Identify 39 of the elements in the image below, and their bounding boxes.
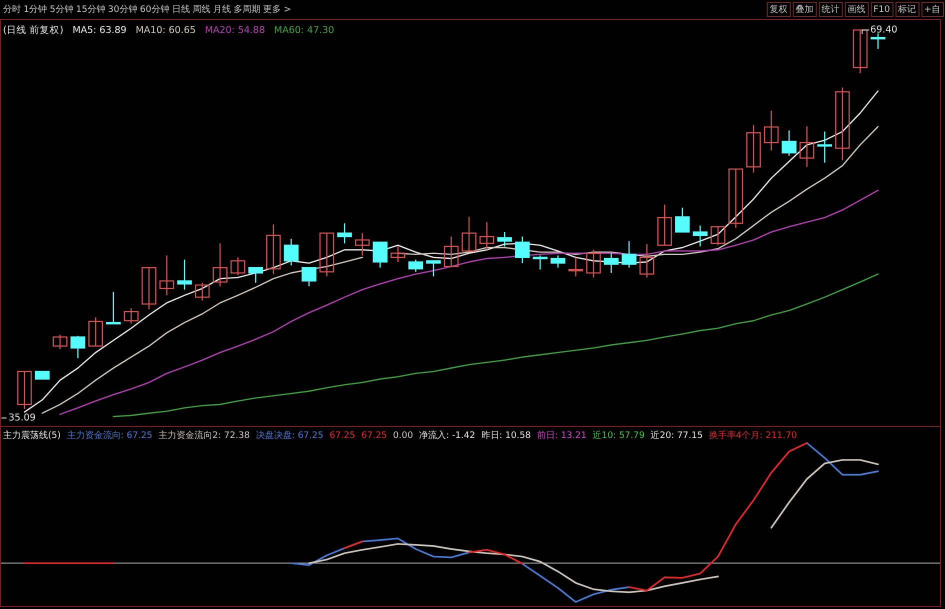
annotation: 69.40 (870, 24, 898, 36)
button: 叠加 (792, 2, 817, 17)
note: 近10: 57.79 (592, 431, 645, 441)
series-name: MA5: 63.89 (72, 25, 127, 36)
value-label: 69.40 (862, 24, 898, 36)
note: 67.25 (361, 431, 388, 441)
label: 日线 (172, 5, 190, 15)
note: 前日: 13.21 (536, 431, 587, 441)
button: 标记 (895, 2, 920, 17)
label: 周线 (192, 5, 210, 15)
button: 画线 (844, 2, 869, 17)
label: 30分钟 (108, 5, 138, 15)
note: 换手率4个月: 211.70 (708, 431, 797, 441)
label: 5分钟 (50, 5, 74, 15)
title: 主力震荡线(5) (3, 431, 61, 441)
label: 月线 (212, 5, 231, 15)
series-name: 67.25 (329, 431, 356, 441)
title: (日线 前复权) (3, 25, 64, 36)
button: 统计 (818, 2, 843, 17)
note: 净流入: -1.42 (419, 431, 476, 441)
note: 昨日: 10.58 (481, 431, 531, 441)
button: F10 (870, 2, 894, 17)
label: 60分钟 (140, 5, 170, 15)
label: 15分钟 (76, 5, 106, 15)
label: 多周期 (233, 5, 260, 15)
note: 0.00 (393, 431, 414, 441)
label: 更多 > (262, 5, 292, 15)
series-name: 主力资金流向2: 72.38 (158, 431, 250, 441)
label: 分时 (3, 5, 21, 15)
button: +自 (921, 2, 944, 17)
label: 1分钟 (24, 5, 48, 15)
note: 近20: 77.15 (650, 431, 703, 441)
series-name: MA60: 47.30 (274, 25, 334, 36)
series-name: MA10: 60.65 (136, 25, 196, 36)
value-label: 35.09 (1, 412, 36, 424)
series-name: MA20: 54.88 (204, 25, 266, 36)
button: 复权 (766, 2, 791, 17)
series-name: 主力资金流向: 67.25 (66, 431, 152, 441)
note: 决盘决盘: 67.25 (256, 431, 324, 441)
